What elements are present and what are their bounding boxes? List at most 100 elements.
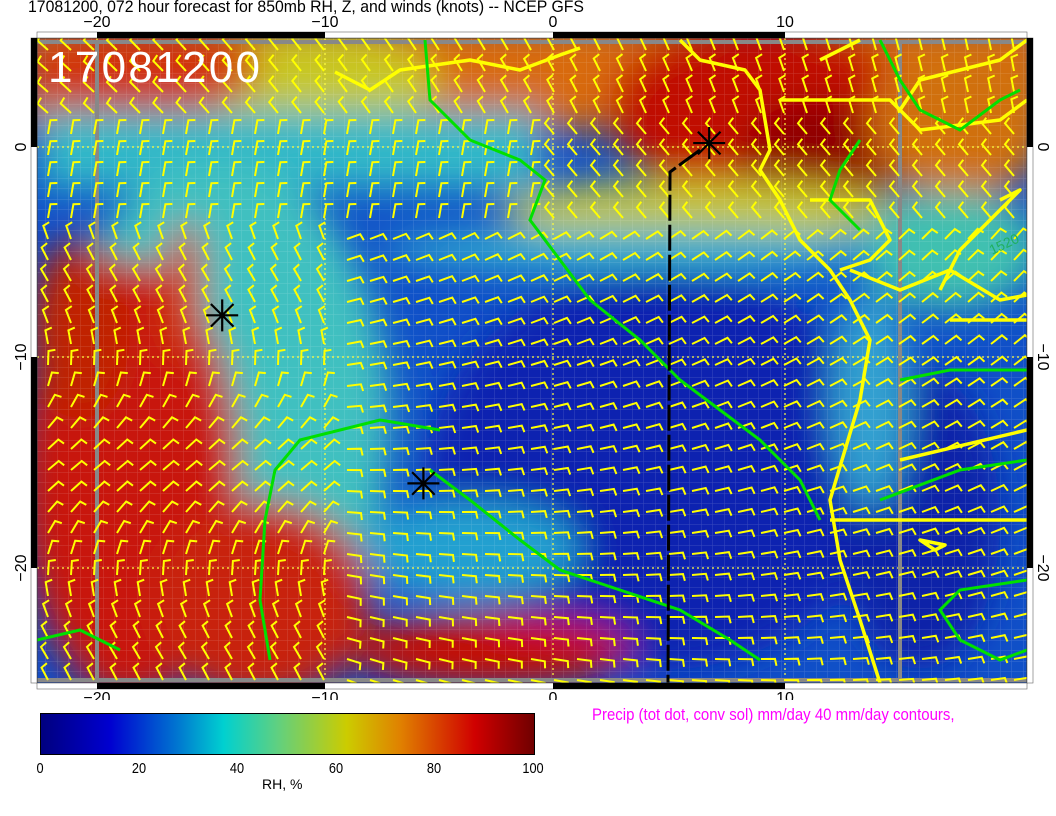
wind-barb [662, 95, 670, 114]
wind-barb [829, 378, 848, 387]
wind-barb [691, 229, 710, 240]
wind-barb [921, 441, 940, 450]
wind-barb [346, 203, 357, 219]
wind-barb [553, 509, 571, 518]
wind-barb [645, 487, 664, 496]
wind-barb [783, 636, 801, 645]
wind-barb [898, 634, 917, 643]
wind-barb [783, 250, 802, 261]
wind-barb [530, 510, 548, 519]
wind-barb [108, 263, 118, 282]
wind-barb [1013, 655, 1027, 660]
wind-barb [507, 140, 518, 156]
wind-barb [553, 595, 571, 604]
wind-barb [438, 425, 457, 434]
wind-barb [300, 438, 318, 450]
wind-barb [875, 527, 894, 536]
wind-barb [796, 159, 808, 177]
wind-barb [277, 393, 292, 408]
wind-barb [70, 416, 87, 429]
wind-barb [852, 592, 871, 601]
wind-barb [323, 539, 336, 555]
wind-barb [346, 232, 365, 241]
wind-barb [162, 140, 173, 156]
wind-barb [198, 38, 210, 51]
wind-barb [88, 221, 96, 240]
wind-barb [185, 140, 196, 156]
wind-barb [317, 599, 326, 618]
wind-barb [987, 53, 996, 72]
wind-barb [783, 357, 802, 366]
wind-barb [898, 228, 916, 240]
wind-barb [369, 232, 388, 241]
lat-tick-left: 0 [13, 142, 30, 151]
wind-barb [871, 53, 879, 72]
wind-barb [300, 500, 317, 513]
wind-barb [708, 95, 717, 114]
wind-barb [507, 381, 526, 390]
wind-barb [806, 271, 825, 282]
wind-barb [90, 326, 99, 345]
wind-barb [530, 445, 549, 454]
wind-barb [576, 637, 593, 647]
wind-barb [783, 657, 801, 666]
wind-barb [783, 485, 802, 494]
wind-barb [116, 559, 125, 576]
wind-barb [852, 570, 871, 579]
wind-barb [415, 511, 433, 520]
wind-barb [461, 360, 480, 369]
wind-barb [553, 574, 571, 583]
wind-barb [86, 662, 95, 681]
wind-barb [346, 469, 364, 478]
wind-barb [291, 53, 302, 72]
wind-barb [93, 539, 106, 555]
wind-barb [438, 511, 456, 520]
wind-barb [314, 38, 325, 51]
wind-barb [461, 231, 480, 240]
wind-barb [669, 616, 686, 625]
wind-barb [921, 356, 940, 366]
wind-barb [254, 438, 272, 450]
wind-barb [346, 574, 362, 585]
wind-barb [898, 549, 917, 557]
wind-barb [658, 159, 670, 177]
wind-barb [323, 371, 335, 387]
wind-barb [254, 416, 271, 429]
wind-barb [898, 463, 917, 471]
wind-barb [635, 180, 647, 198]
wind-barb [484, 295, 503, 304]
wind-barb [852, 356, 871, 366]
wind-barb [543, 138, 555, 156]
wind-barb [737, 250, 756, 261]
wind-barb [691, 358, 710, 366]
wind-barb [737, 229, 756, 240]
wind-barb [668, 401, 687, 410]
wind-barb [346, 679, 359, 683]
wind-barb [569, 74, 578, 93]
wind-barb [668, 529, 687, 539]
wind-barb [70, 203, 81, 219]
wind-barb [1003, 117, 1015, 135]
wind-barb [133, 305, 142, 324]
wind-barb [714, 529, 733, 538]
wind-barb [898, 420, 917, 429]
wind-barb [852, 463, 871, 472]
wind-barb [783, 528, 802, 537]
wind-barb [507, 658, 523, 669]
wind-barb [681, 201, 693, 219]
wind-barb [714, 443, 733, 452]
wind-barb [507, 595, 524, 605]
wind-barb [691, 572, 709, 581]
wind-barb [139, 371, 151, 387]
wind-barb [737, 443, 756, 452]
wind-barb [522, 95, 532, 114]
wind-barb [691, 658, 709, 667]
wind-barb [346, 182, 357, 198]
wind-barb [438, 140, 449, 156]
wind-barb [963, 74, 972, 93]
wind-barb [783, 293, 802, 303]
wind-barb [323, 480, 341, 492]
wind-barb [842, 180, 854, 198]
wind-barb [185, 371, 197, 387]
wind-barb [714, 250, 733, 261]
